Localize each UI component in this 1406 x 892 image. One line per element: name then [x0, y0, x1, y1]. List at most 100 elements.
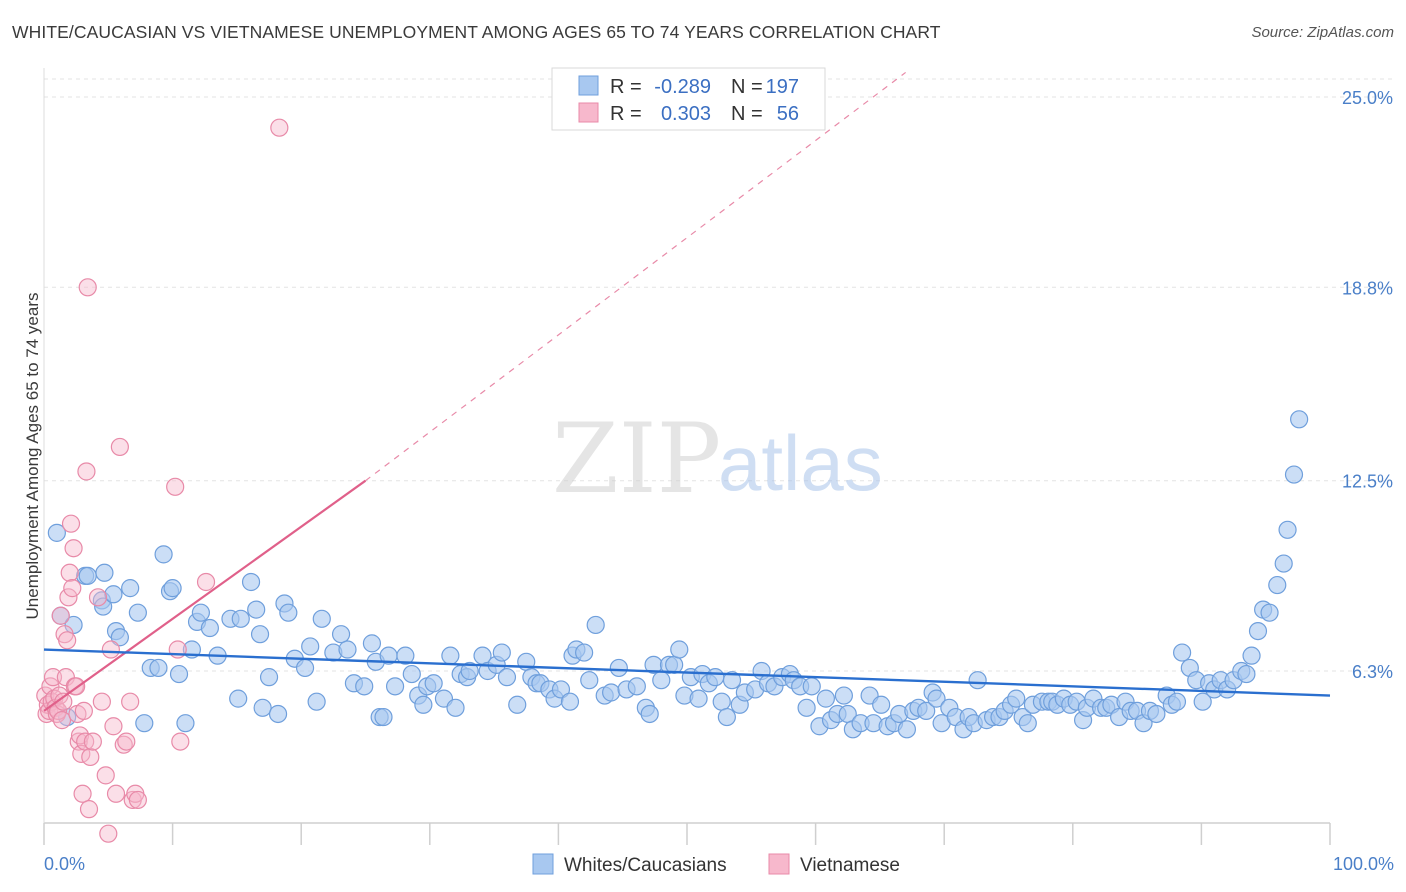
whites-point-25 — [200, 618, 219, 638]
vietnamese-point-33 — [78, 278, 97, 297]
whites-point-84 — [586, 615, 605, 635]
y-tick-label-1: 12.5% — [1342, 472, 1393, 492]
y-tick-label-0: 6.3% — [1352, 662, 1393, 682]
whites-point-8 — [95, 563, 114, 582]
whites-point-173 — [1147, 704, 1166, 724]
whites-point-89 — [627, 677, 646, 696]
whites-point-32 — [250, 625, 270, 644]
whites-point-54 — [396, 646, 415, 665]
whites-point-47 — [355, 677, 374, 696]
whites-point-35 — [268, 704, 288, 724]
whites-point-69 — [492, 643, 511, 662]
whites-point-40 — [301, 637, 320, 656]
vietnamese-point-46 — [117, 732, 136, 751]
whites-point-21 — [176, 714, 195, 733]
y-tick-label-3: 25.0% — [1342, 88, 1393, 108]
vietnamese-point-47 — [121, 692, 140, 711]
y-tick-label-2: 18.8% — [1342, 278, 1393, 298]
series-whites-points — [47, 410, 1309, 739]
vietnamese-point-53 — [171, 732, 190, 751]
whites-point-82 — [575, 643, 594, 662]
whites-point-193 — [1274, 554, 1293, 573]
whites-point-116 — [797, 698, 816, 717]
vietnamese-point-44 — [110, 437, 129, 457]
whites-point-42 — [312, 609, 331, 628]
whites-point-78 — [551, 680, 571, 699]
whites-point-70 — [497, 668, 517, 687]
vietnamese-point-32 — [77, 462, 96, 481]
vietnamese-point-38 — [92, 692, 111, 711]
whites-point-62 — [446, 698, 465, 717]
vietnamese-point-21 — [63, 579, 82, 598]
whites-point-11 — [110, 628, 129, 647]
whites-point-177 — [1173, 643, 1192, 662]
whites-point-31 — [247, 600, 266, 619]
vietnamese-point-22 — [64, 539, 83, 558]
legend-r-value-vietnamese: 0.303 — [661, 103, 711, 125]
whites-point-30 — [241, 572, 261, 592]
whites-point-122 — [834, 686, 853, 705]
whites-point-132 — [897, 720, 917, 739]
vietnamese-point-12 — [51, 606, 70, 625]
vietnamese-point-45 — [114, 735, 133, 754]
whites-point-14 — [135, 714, 154, 733]
trend-line-whites — [43, 648, 1331, 697]
whites-point-24 — [191, 603, 210, 622]
whites-point-187 — [1237, 664, 1256, 684]
whites-point-96 — [670, 640, 689, 659]
vietnamese-point-39 — [96, 766, 115, 785]
whites-point-135 — [917, 701, 936, 721]
whites-point-39 — [295, 658, 315, 678]
whites-point-194 — [1278, 520, 1297, 539]
whites-point-19 — [163, 579, 182, 598]
whites-point-91 — [640, 704, 659, 724]
whites-point-17 — [154, 545, 173, 564]
whites-point-12 — [121, 579, 140, 598]
vietnamese-point-42 — [104, 717, 123, 736]
y-tick-labels: 6.3% 12.5% 18.8% 25.0% — [1342, 88, 1393, 682]
chart-title: WHITE/CAUCASIAN VS VIETNAMESE UNEMPLOYME… — [12, 22, 941, 42]
source-note: Source: ZipAtlas.com — [1251, 24, 1394, 41]
whites-point-65 — [460, 661, 479, 681]
whites-point-102 — [706, 668, 725, 687]
whites-point-192 — [1268, 575, 1287, 595]
whites-point-99 — [689, 689, 708, 708]
vietnamese-point-30 — [74, 701, 93, 721]
whites-point-57 — [414, 695, 433, 714]
whites-point-44 — [331, 625, 351, 644]
vietnamese-point-17 — [58, 631, 77, 650]
x-tick-label-100: 100.0% — [1333, 854, 1394, 874]
legend-r-value-whites: -0.289 — [654, 76, 711, 98]
whites-point-55 — [402, 664, 421, 684]
legend-n-value-vietnamese: 56 — [777, 103, 799, 125]
trend-line-vietnamese — [43, 479, 367, 712]
whites-point-128 — [872, 695, 891, 714]
whites-point-191 — [1260, 603, 1279, 622]
watermark: ZIP atlas — [552, 403, 883, 515]
whites-point-16 — [149, 658, 168, 678]
vietnamese-point-19 — [60, 563, 79, 582]
whites-point-180 — [1193, 692, 1212, 711]
vietnamese-point-55 — [270, 118, 289, 137]
whites-point-150 — [1007, 689, 1026, 708]
vietnamese-point-36 — [83, 732, 102, 751]
vietnamese-point-54 — [196, 572, 216, 592]
vietnamese-point-20 — [61, 514, 81, 533]
vietnamese-point-50 — [128, 790, 147, 810]
whites-point-61 — [441, 646, 460, 665]
whites-point-48 — [362, 634, 382, 653]
whites-point-105 — [722, 671, 742, 690]
vietnamese-point-35 — [81, 747, 100, 767]
legend-n-label-whites: N = — [731, 76, 763, 98]
whites-point-119 — [816, 689, 835, 708]
vietnamese-point-29 — [73, 784, 92, 803]
vietnamese-point-14 — [54, 692, 73, 711]
whites-point-53 — [385, 677, 405, 696]
vietnamese-point-13 — [52, 711, 72, 730]
whites-point-7 — [94, 597, 113, 616]
legend-n-label-vietnamese: N = — [731, 103, 763, 125]
whites-point-59 — [424, 674, 443, 693]
whites-point-0 — [47, 523, 66, 542]
whites-point-41 — [307, 692, 326, 711]
